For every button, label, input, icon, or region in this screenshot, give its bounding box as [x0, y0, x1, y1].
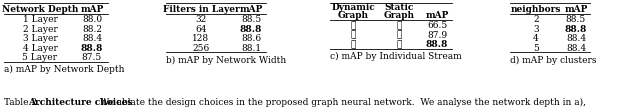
Text: 88.0: 88.0 [82, 15, 102, 24]
Text: mAP: mAP [426, 11, 449, 20]
Text: Graph: Graph [383, 11, 415, 20]
Text: ✓: ✓ [396, 40, 402, 49]
Text: ✓: ✓ [396, 30, 402, 39]
Text: Table 2.: Table 2. [4, 97, 43, 106]
Text: ✓: ✓ [350, 21, 356, 30]
Text: 88.8: 88.8 [565, 25, 587, 33]
Text: 88.8: 88.8 [81, 43, 103, 52]
Text: 87.5: 87.5 [82, 53, 102, 62]
Text: 3 Layer: 3 Layer [22, 34, 58, 43]
Text: 4 Layer: 4 Layer [22, 43, 58, 52]
Text: Static: Static [384, 3, 413, 12]
Text: Filters in Layer: Filters in Layer [163, 5, 239, 14]
Text: 128: 128 [193, 34, 209, 43]
Text: 2: 2 [533, 15, 539, 24]
Text: 88.6: 88.6 [241, 34, 261, 43]
Text: 2 Layer: 2 Layer [22, 25, 58, 33]
Text: ✓: ✓ [350, 40, 356, 49]
Text: 5: 5 [533, 43, 539, 52]
Text: mAP: mAP [80, 5, 104, 14]
Text: 88.2: 88.2 [82, 25, 102, 33]
Text: We ablate the design choices in the proposed graph neural network.  We analyse t: We ablate the design choices in the prop… [97, 97, 586, 106]
Text: 5 Layer: 5 Layer [22, 53, 58, 62]
Text: 88.8: 88.8 [426, 40, 448, 49]
Text: 88.1: 88.1 [241, 43, 261, 52]
Text: mAP: mAP [239, 5, 262, 14]
Text: 88.5: 88.5 [566, 15, 586, 24]
Text: Dynamic: Dynamic [331, 3, 375, 12]
Text: a) mAP by Network Depth: a) mAP by Network Depth [4, 64, 125, 73]
Text: 256: 256 [193, 43, 210, 52]
Text: 4: 4 [533, 34, 539, 43]
Text: Network Depth: Network Depth [2, 5, 78, 14]
Text: Graph: Graph [337, 11, 369, 20]
Text: 3: 3 [533, 25, 539, 33]
Text: mAP: mAP [564, 5, 588, 14]
Text: neighbors: neighbors [511, 5, 561, 14]
Text: 88.4: 88.4 [82, 34, 102, 43]
Text: ✗: ✗ [350, 30, 356, 39]
Text: 64: 64 [195, 25, 207, 33]
Text: d) mAP by clusters: d) mAP by clusters [510, 55, 596, 64]
Text: 88.4: 88.4 [566, 43, 586, 52]
Text: 87.9: 87.9 [427, 30, 447, 39]
Text: 32: 32 [195, 15, 207, 24]
Text: 88.5: 88.5 [241, 15, 261, 24]
Text: 66.5: 66.5 [427, 21, 447, 30]
Text: c) mAP by Individual Stream: c) mAP by Individual Stream [330, 52, 461, 61]
Text: 88.8: 88.8 [240, 25, 262, 33]
Text: Architecture choices: Architecture choices [28, 97, 132, 106]
Text: 1 Layer: 1 Layer [22, 15, 58, 24]
Text: b) mAP by Network Width: b) mAP by Network Width [166, 55, 286, 64]
Text: 88.4: 88.4 [566, 34, 586, 43]
Text: ✗: ✗ [396, 21, 402, 30]
